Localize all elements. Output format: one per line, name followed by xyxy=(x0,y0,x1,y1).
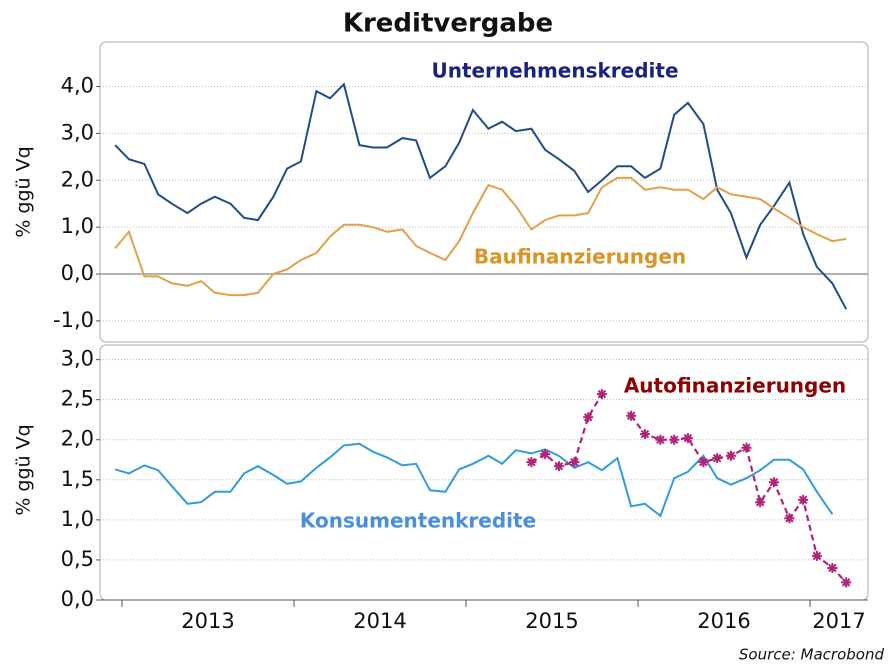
star-marker xyxy=(755,497,766,508)
star-marker xyxy=(540,449,551,460)
star-marker xyxy=(639,429,650,440)
star-marker xyxy=(741,442,752,453)
series-label: Konsumentenkredite xyxy=(300,509,536,533)
y-tick-label: 3,0 xyxy=(61,120,94,144)
star-marker xyxy=(596,389,607,400)
y-axis-label: % ggü Vq xyxy=(13,146,35,237)
star-marker xyxy=(698,457,709,468)
y-tick-label: 2,0 xyxy=(61,427,94,451)
y-tick-label: 2,0 xyxy=(61,167,94,191)
star-marker xyxy=(669,434,680,445)
star-marker xyxy=(553,461,564,472)
star-marker xyxy=(841,577,852,588)
series-label: Autofinanzierungen xyxy=(624,374,846,398)
y-tick-label: 1,5 xyxy=(61,467,94,491)
y-tick-label: 0,0 xyxy=(61,261,94,285)
star-marker xyxy=(784,513,795,524)
chart-title: Kreditvergabe xyxy=(343,9,553,39)
star-marker xyxy=(725,450,736,461)
y-tick-label: 4,0 xyxy=(61,74,94,98)
star-marker xyxy=(526,457,537,468)
y-tick-label: 1,0 xyxy=(61,214,94,238)
star-marker xyxy=(682,433,693,444)
y-tick-label: 1,0 xyxy=(61,507,94,531)
y-tick-label: 0,0 xyxy=(61,587,94,611)
x-tick-label: 2013 xyxy=(181,609,234,633)
x-tick-label: 2016 xyxy=(697,609,750,633)
star-marker xyxy=(583,412,594,423)
series-label: Baufinanzierungen xyxy=(474,245,686,269)
x-tick-label: 2015 xyxy=(525,609,578,633)
star-marker xyxy=(768,477,779,488)
series-line xyxy=(530,393,847,584)
y-tick-label: 3,0 xyxy=(61,347,94,371)
panel-frame xyxy=(99,41,869,343)
star-marker xyxy=(626,410,637,421)
star-marker xyxy=(811,550,822,561)
star-marker xyxy=(569,457,580,468)
star-marker xyxy=(655,434,666,445)
series-line xyxy=(114,442,834,518)
x-tick-label: 2017 xyxy=(812,609,865,633)
y-axis-label: % ggü Vq xyxy=(13,424,35,515)
y-tick-label: 2,5 xyxy=(61,387,94,411)
y-tick-label: 0,5 xyxy=(61,547,94,571)
source: Source: Macrobond xyxy=(739,646,885,664)
series-line xyxy=(114,82,848,310)
star-marker xyxy=(827,562,838,573)
y-tick-label: -1,0 xyxy=(53,308,94,332)
series-line xyxy=(114,176,847,297)
star-marker xyxy=(712,453,723,464)
star-marker xyxy=(798,494,809,505)
series-label: Unternehmenskredite xyxy=(431,59,678,83)
x-tick-label: 2014 xyxy=(353,609,406,633)
